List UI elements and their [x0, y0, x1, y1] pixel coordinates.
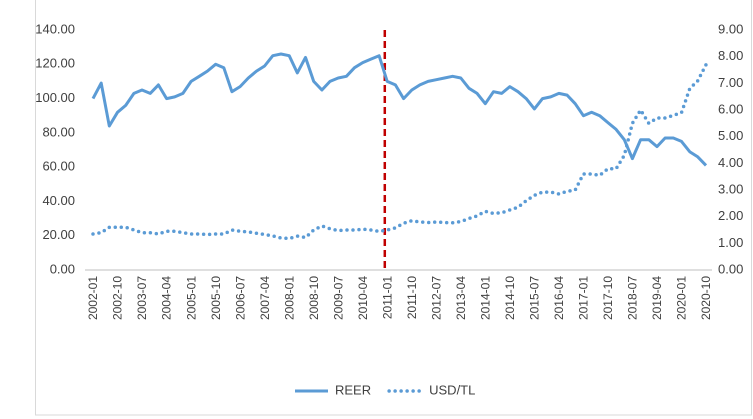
- y2-tick-label: 8.00: [718, 48, 743, 63]
- legend-label: USD/TL: [429, 382, 475, 397]
- x-tick-label: 2018-07: [626, 276, 640, 320]
- x-tick-label: 2013-04: [454, 276, 468, 320]
- x-tick-label: 2005-10: [209, 276, 223, 320]
- x-tick-label: 2014-10: [503, 276, 517, 320]
- y2-tick-label: 0.00: [718, 261, 743, 276]
- y2-tick-label: 5.00: [718, 128, 743, 143]
- legend-label: REER: [335, 382, 371, 397]
- x-tick-label: 2015-07: [528, 276, 542, 320]
- x-tick-label: 2019-04: [650, 276, 664, 320]
- x-tick-label: 2010-04: [356, 276, 370, 320]
- y2-tick-label: 4.00: [718, 155, 743, 170]
- x-tick-label: 2016-04: [552, 276, 566, 320]
- x-tick-label: 2002-01: [86, 276, 100, 320]
- x-tick-label: 2014-01: [478, 276, 492, 320]
- y2-tick-label: 6.00: [718, 101, 743, 116]
- x-tick-label: 2011-01: [380, 276, 394, 319]
- x-tick-label: 2007-04: [258, 276, 272, 320]
- x-tick-label: 2017-10: [601, 276, 615, 320]
- y2-tick-label: 7.00: [718, 75, 743, 90]
- x-tick-label: 2006-07: [233, 276, 247, 320]
- y-tick-label: 100.00: [35, 90, 75, 105]
- y2-tick-label: 2.00: [718, 208, 743, 223]
- y2-tick-label: 1.00: [718, 235, 743, 250]
- x-tick-label: 2011-10: [405, 276, 419, 319]
- x-tick-label: 2009-07: [331, 276, 345, 320]
- y2-tick-label: 9.00: [718, 21, 743, 36]
- x-tick-label: 2008-01: [282, 276, 296, 320]
- series-line: [91, 62, 708, 241]
- x-tick-label: 2020-10: [699, 276, 713, 320]
- x-tick-label: 2002-10: [111, 276, 125, 320]
- series-line: [91, 52, 708, 167]
- y-tick-label: 120.00: [35, 56, 75, 71]
- y-tick-label: 80.00: [42, 124, 75, 139]
- chart-frame: [35, 0, 752, 416]
- y-tick-label: 20.00: [42, 227, 75, 242]
- y2-tick-label: 3.00: [718, 181, 743, 196]
- x-tick-label: 2003-07: [135, 276, 149, 320]
- y-tick-label: 60.00: [42, 159, 75, 174]
- x-tick-label: 2008-10: [307, 276, 321, 320]
- x-tick-label: 2012-07: [429, 276, 443, 320]
- y-tick-label: 40.00: [42, 193, 75, 208]
- x-tick-label: 2020-01: [675, 276, 689, 320]
- x-tick-label: 2017-01: [577, 276, 591, 320]
- x-tick-label: 2004-04: [160, 276, 174, 320]
- y-tick-label: 0.00: [50, 261, 75, 276]
- x-tick-label: 2005-01: [184, 276, 198, 320]
- y-tick-label: 140.00: [35, 21, 75, 36]
